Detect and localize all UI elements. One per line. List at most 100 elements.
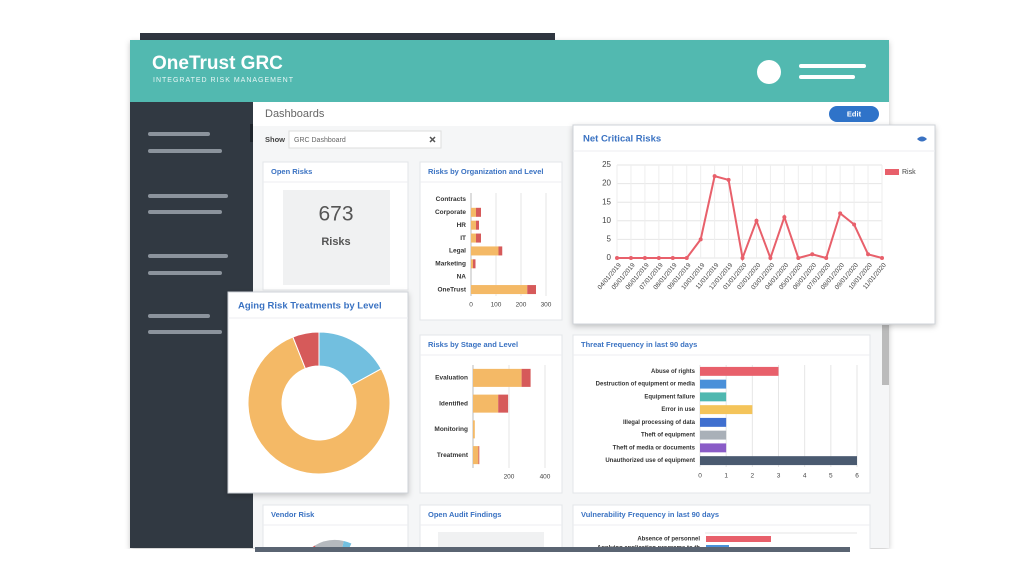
- sidebar-line[interactable]: [148, 330, 222, 334]
- y-tick-label: Corporate: [435, 209, 466, 216]
- y-tick-label: Theft of media or documents: [613, 445, 696, 451]
- y-tick-label: HR: [457, 222, 467, 229]
- bar-segment: [476, 220, 479, 230]
- line-point: [810, 252, 815, 257]
- bar: [700, 366, 779, 376]
- widget-panel: [419, 334, 563, 494]
- back-window: [140, 33, 555, 43]
- y-tick-label: Contracts: [436, 196, 467, 203]
- dashboard-name: GRC Dashboard: [294, 137, 346, 144]
- y-tick-label: Evaluation: [435, 375, 468, 382]
- x-tick-label: 3: [777, 473, 781, 480]
- bar: [700, 417, 727, 427]
- line-point: [726, 177, 731, 182]
- show-label: Show: [265, 135, 285, 144]
- avatar[interactable]: [757, 60, 781, 84]
- line-point: [712, 174, 717, 179]
- x-tick-label: 2: [751, 473, 755, 480]
- sidebar-line[interactable]: [148, 149, 222, 153]
- y-tick-label: Abuse of rights: [651, 369, 696, 375]
- bar-decor: [706, 536, 771, 542]
- y-tick-label: Equipment failure: [644, 394, 695, 400]
- bar-segment: [473, 394, 499, 413]
- y-tick-label: 25: [602, 160, 611, 169]
- kpi-label: Risks: [321, 236, 350, 248]
- line-point: [642, 256, 647, 260]
- sidebar-line[interactable]: [148, 132, 210, 136]
- kpi-box: [283, 190, 390, 285]
- donut-segment: [247, 336, 391, 475]
- scrollbar[interactable]: [882, 325, 889, 385]
- menu-line[interactable]: [799, 64, 866, 68]
- bar-segment: [476, 207, 481, 217]
- line-point: [740, 256, 745, 260]
- x-tick-label: 300: [541, 302, 552, 309]
- y-tick-label: 0: [607, 253, 612, 262]
- y-tick-label: 20: [602, 179, 611, 188]
- line-point: [866, 252, 871, 257]
- x-tick-label: 100: [491, 302, 502, 309]
- y-tick-label: Marketing: [435, 261, 466, 268]
- x-tick-label: 200: [504, 474, 515, 481]
- popup-panel: [572, 124, 936, 325]
- sidebar-line[interactable]: [148, 254, 228, 258]
- x-tick-label: 200: [516, 302, 527, 309]
- page-title: Dashboards: [265, 108, 325, 120]
- clear-icon[interactable]: [429, 136, 436, 143]
- y-tick-label: Monitoring: [434, 426, 468, 433]
- line-point: [852, 222, 857, 227]
- line-point: [782, 215, 787, 220]
- eye-icon[interactable]: [917, 136, 927, 142]
- line-point: [698, 237, 703, 242]
- bar-segment: [473, 368, 522, 387]
- widget-title: Threat Frequency in last 90 days: [581, 340, 697, 349]
- bar-segment: [498, 246, 503, 256]
- bar-segment: [478, 446, 480, 465]
- kpi-value: 673: [318, 203, 353, 226]
- sidebar-line[interactable]: [148, 314, 210, 318]
- y-tick-label: NA: [457, 273, 467, 280]
- legend-swatch: [885, 169, 899, 175]
- y-tick-label: 15: [602, 197, 611, 206]
- y-tick-label: Unauthorized use of equipment: [605, 458, 695, 464]
- bar-segment: [471, 233, 476, 243]
- line-point: [880, 256, 884, 260]
- sidebar-line[interactable]: [148, 271, 222, 275]
- x-tick-label: 4: [803, 473, 807, 480]
- line-point: [824, 256, 829, 260]
- line-point: [684, 256, 689, 260]
- widget-title: Net Critical Risks: [583, 134, 661, 145]
- sidebar-line[interactable]: [148, 210, 222, 214]
- bar-segment: [473, 446, 479, 465]
- y-tick-label: Absence of personnel: [637, 537, 700, 543]
- edit-label[interactable]: Edit: [847, 109, 862, 118]
- bar-segment: [471, 207, 476, 217]
- edit-button[interactable]: [829, 106, 879, 122]
- line-point: [796, 256, 801, 260]
- bar-segment: [471, 220, 476, 230]
- sidebar-line[interactable]: [148, 194, 228, 198]
- dashboard-select[interactable]: [288, 130, 442, 149]
- legend-label: Risk: [902, 169, 916, 176]
- bar-segment: [473, 259, 476, 269]
- donut-segment: [292, 331, 320, 370]
- bar-segment: [527, 285, 536, 295]
- widget-title: Vendor Risk: [271, 510, 315, 519]
- y-tick-label: Treatment: [437, 452, 469, 459]
- bar: [700, 379, 727, 389]
- bottom-cover: [0, 549, 1024, 585]
- y-tick-label: Legal: [449, 248, 466, 255]
- widget-title: Open Risks: [271, 167, 312, 176]
- menu-line[interactable]: [799, 75, 855, 79]
- y-tick-label: Destruction of equipment or media: [596, 382, 696, 388]
- bar: [700, 430, 727, 440]
- widget-title: Risks by Organization and Level: [428, 167, 543, 176]
- bar: [700, 405, 753, 415]
- y-tick-label: OneTrust: [437, 286, 466, 293]
- widget-panel: [419, 161, 563, 321]
- bar-segment: [473, 420, 475, 439]
- y-tick-label: 5: [607, 235, 612, 244]
- widget-title: Vulnerability Frequency in last 90 days: [581, 510, 719, 519]
